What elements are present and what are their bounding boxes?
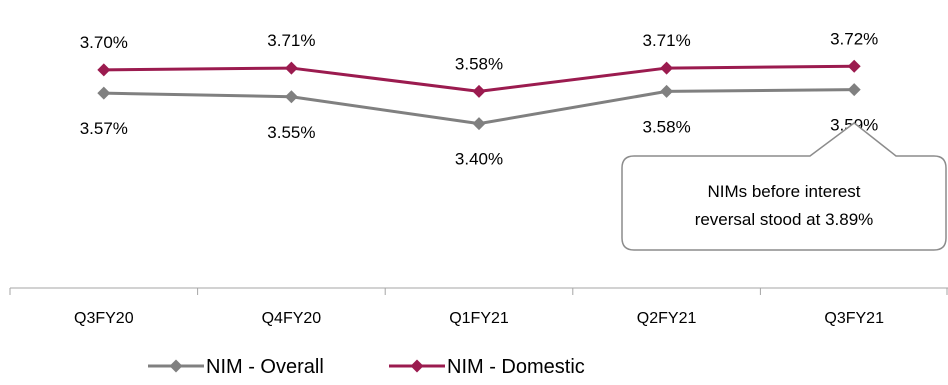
data-point [97,86,111,100]
data-point [97,63,111,77]
x-tick-labels: Q3FY20 Q4FY20 Q1FY21 Q2FY21 Q3FY21 [74,310,884,327]
data-point [660,84,674,98]
data-point [284,90,298,104]
x-tick-label: Q3FY21 [824,310,884,327]
data-point [847,83,861,97]
legend-label: NIM - Domestic [447,356,585,378]
series-nim-overall [97,83,861,131]
legend: NIM - Overall NIM - Domestic [148,356,585,378]
data-labels: 3.57%3.55%3.40%3.58%3.59%3.70%3.71%3.58%… [80,29,879,168]
legend-marker [169,359,183,373]
data-label: 3.71% [267,31,315,50]
data-point [472,117,486,131]
x-tick-label: Q1FY21 [449,310,509,327]
callout-text-line-2: reversal stood at 3.89% [695,210,874,229]
data-label: 3.72% [830,29,878,48]
data-label: 3.70% [80,33,128,52]
legend-label: NIM - Overall [206,356,324,378]
data-point [660,61,674,75]
data-label: 3.40% [455,150,503,169]
callout-text-line-1: NIMs before interest [707,182,860,201]
x-tick-label: Q4FY20 [262,310,322,327]
data-label: 3.71% [642,31,690,50]
annotation-callout: NIMs before interest reversal stood at 3… [621,122,947,251]
legend-item-nim-domestic: NIM - Domestic [389,356,585,378]
series-layer [97,59,861,131]
x-tick-label: Q2FY21 [637,310,697,327]
data-point [847,59,861,73]
data-label: 3.58% [642,117,690,136]
legend-item-nim-overall: NIM - Overall [148,356,324,378]
data-label: 3.58% [455,54,503,73]
legend-marker [410,359,424,373]
data-point [472,84,486,98]
series-nim-domestic [97,59,861,98]
x-tick-label: Q3FY20 [74,310,134,327]
data-point [284,61,298,75]
x-axis [9,287,948,295]
data-label: 3.55% [267,123,315,142]
data-label: 3.57% [80,119,128,138]
callout-box [621,122,947,251]
